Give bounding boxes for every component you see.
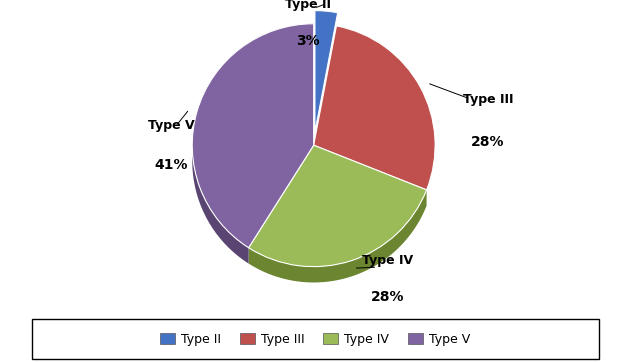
Polygon shape — [192, 24, 314, 264]
Text: 3%: 3% — [297, 34, 320, 48]
Text: 28%: 28% — [371, 290, 404, 305]
Text: Type V: Type V — [148, 119, 195, 132]
Wedge shape — [249, 145, 427, 267]
Text: Type II: Type II — [285, 0, 331, 11]
Polygon shape — [249, 190, 427, 282]
Text: Type IV: Type IV — [362, 254, 413, 267]
Wedge shape — [192, 24, 314, 248]
Wedge shape — [315, 11, 338, 132]
Legend: Type II, Type III, Type IV, Type V: Type II, Type III, Type IV, Type V — [156, 329, 474, 350]
Wedge shape — [314, 26, 435, 190]
Text: Type III: Type III — [462, 93, 513, 106]
Text: 28%: 28% — [471, 135, 505, 148]
Text: 41%: 41% — [154, 158, 188, 172]
